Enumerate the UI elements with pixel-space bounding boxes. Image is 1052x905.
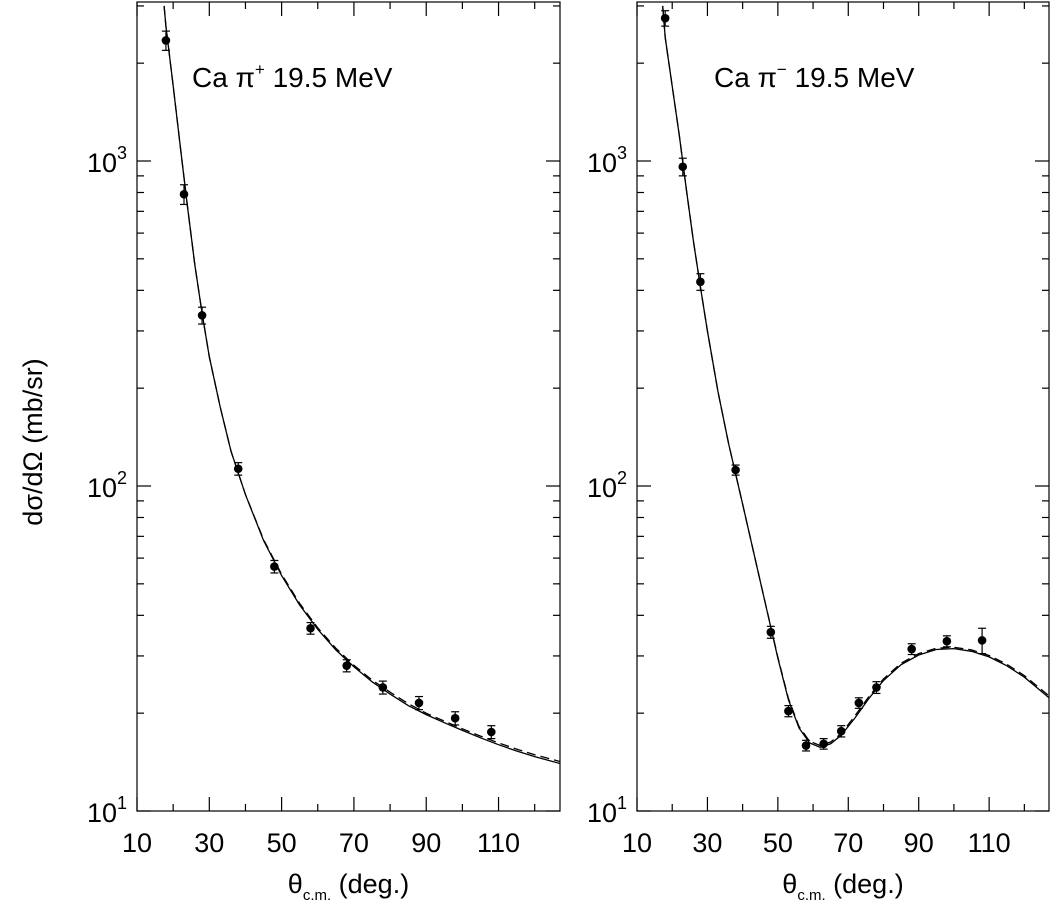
- y-axis-title: dσ/dΩ (mb/sr): [18, 358, 48, 525]
- x-tick-label: 10: [622, 828, 652, 858]
- data-point: [801, 741, 811, 750]
- y-tick-label: 101: [587, 793, 627, 828]
- y-tick-label: 103: [587, 143, 627, 178]
- x-axis-title: θc.m. (deg.): [782, 869, 903, 904]
- x-axis-title: θc.m. (deg.): [288, 869, 409, 904]
- plot-frame: [636, 1, 1050, 812]
- x-tick-label: 10: [122, 828, 152, 858]
- x-tick-label: 50: [267, 828, 297, 858]
- data-point: [854, 698, 864, 708]
- data-point: [731, 465, 740, 475]
- data-point: [342, 661, 351, 670]
- data-point: [696, 277, 705, 287]
- y-tick-label: 102: [87, 468, 127, 503]
- data-point: [306, 623, 315, 633]
- data-point: [907, 644, 916, 654]
- y-tick-label: 102: [587, 468, 627, 503]
- plot-area: [161, 5, 560, 765]
- plot-frame: [136, 1, 561, 812]
- plot-area: [660, 5, 1049, 752]
- data-point: [977, 636, 987, 645]
- x-tick-label: 30: [692, 828, 722, 858]
- panel-annotation: Ca π− 19.5 MeV: [714, 60, 915, 93]
- data-point: [414, 698, 424, 708]
- model-curve-dashed: [163, 5, 560, 763]
- x-tick-label: 110: [477, 828, 520, 858]
- x-tick-label: 30: [194, 828, 224, 858]
- y-tick-label: 103: [87, 143, 127, 178]
- data-point: [487, 727, 496, 737]
- x-tick-label: 70: [833, 828, 863, 858]
- x-tick-label: 90: [411, 828, 441, 858]
- y-tick-label: 101: [87, 793, 127, 828]
- data-point: [942, 636, 952, 646]
- model-curve-dashed: [662, 5, 1049, 747]
- panel-annotation: Ca π+ 19.5 MeV: [192, 60, 393, 93]
- model-curve-solid: [662, 5, 1049, 748]
- data-point: [450, 713, 460, 723]
- model-curve-solid: [163, 5, 560, 765]
- chart-panel-1: 10 30 50 70 90 110 101 102 103 Ca π+ 19.5 MeV θc.m…: [87, 1, 561, 904]
- x-tick-label: 110: [968, 828, 1011, 858]
- x-tick-label: 70: [339, 828, 369, 858]
- chart-panel-2: 10 30 50 70 90 110 101 102 103 Ca π− 19.5 MeV θc.m…: [587, 1, 1050, 904]
- x-tick-label: 50: [763, 828, 793, 858]
- data-point: [784, 706, 793, 716]
- data-point: [660, 13, 670, 23]
- data-point: [161, 36, 171, 45]
- x-tick-label: 90: [904, 828, 934, 858]
